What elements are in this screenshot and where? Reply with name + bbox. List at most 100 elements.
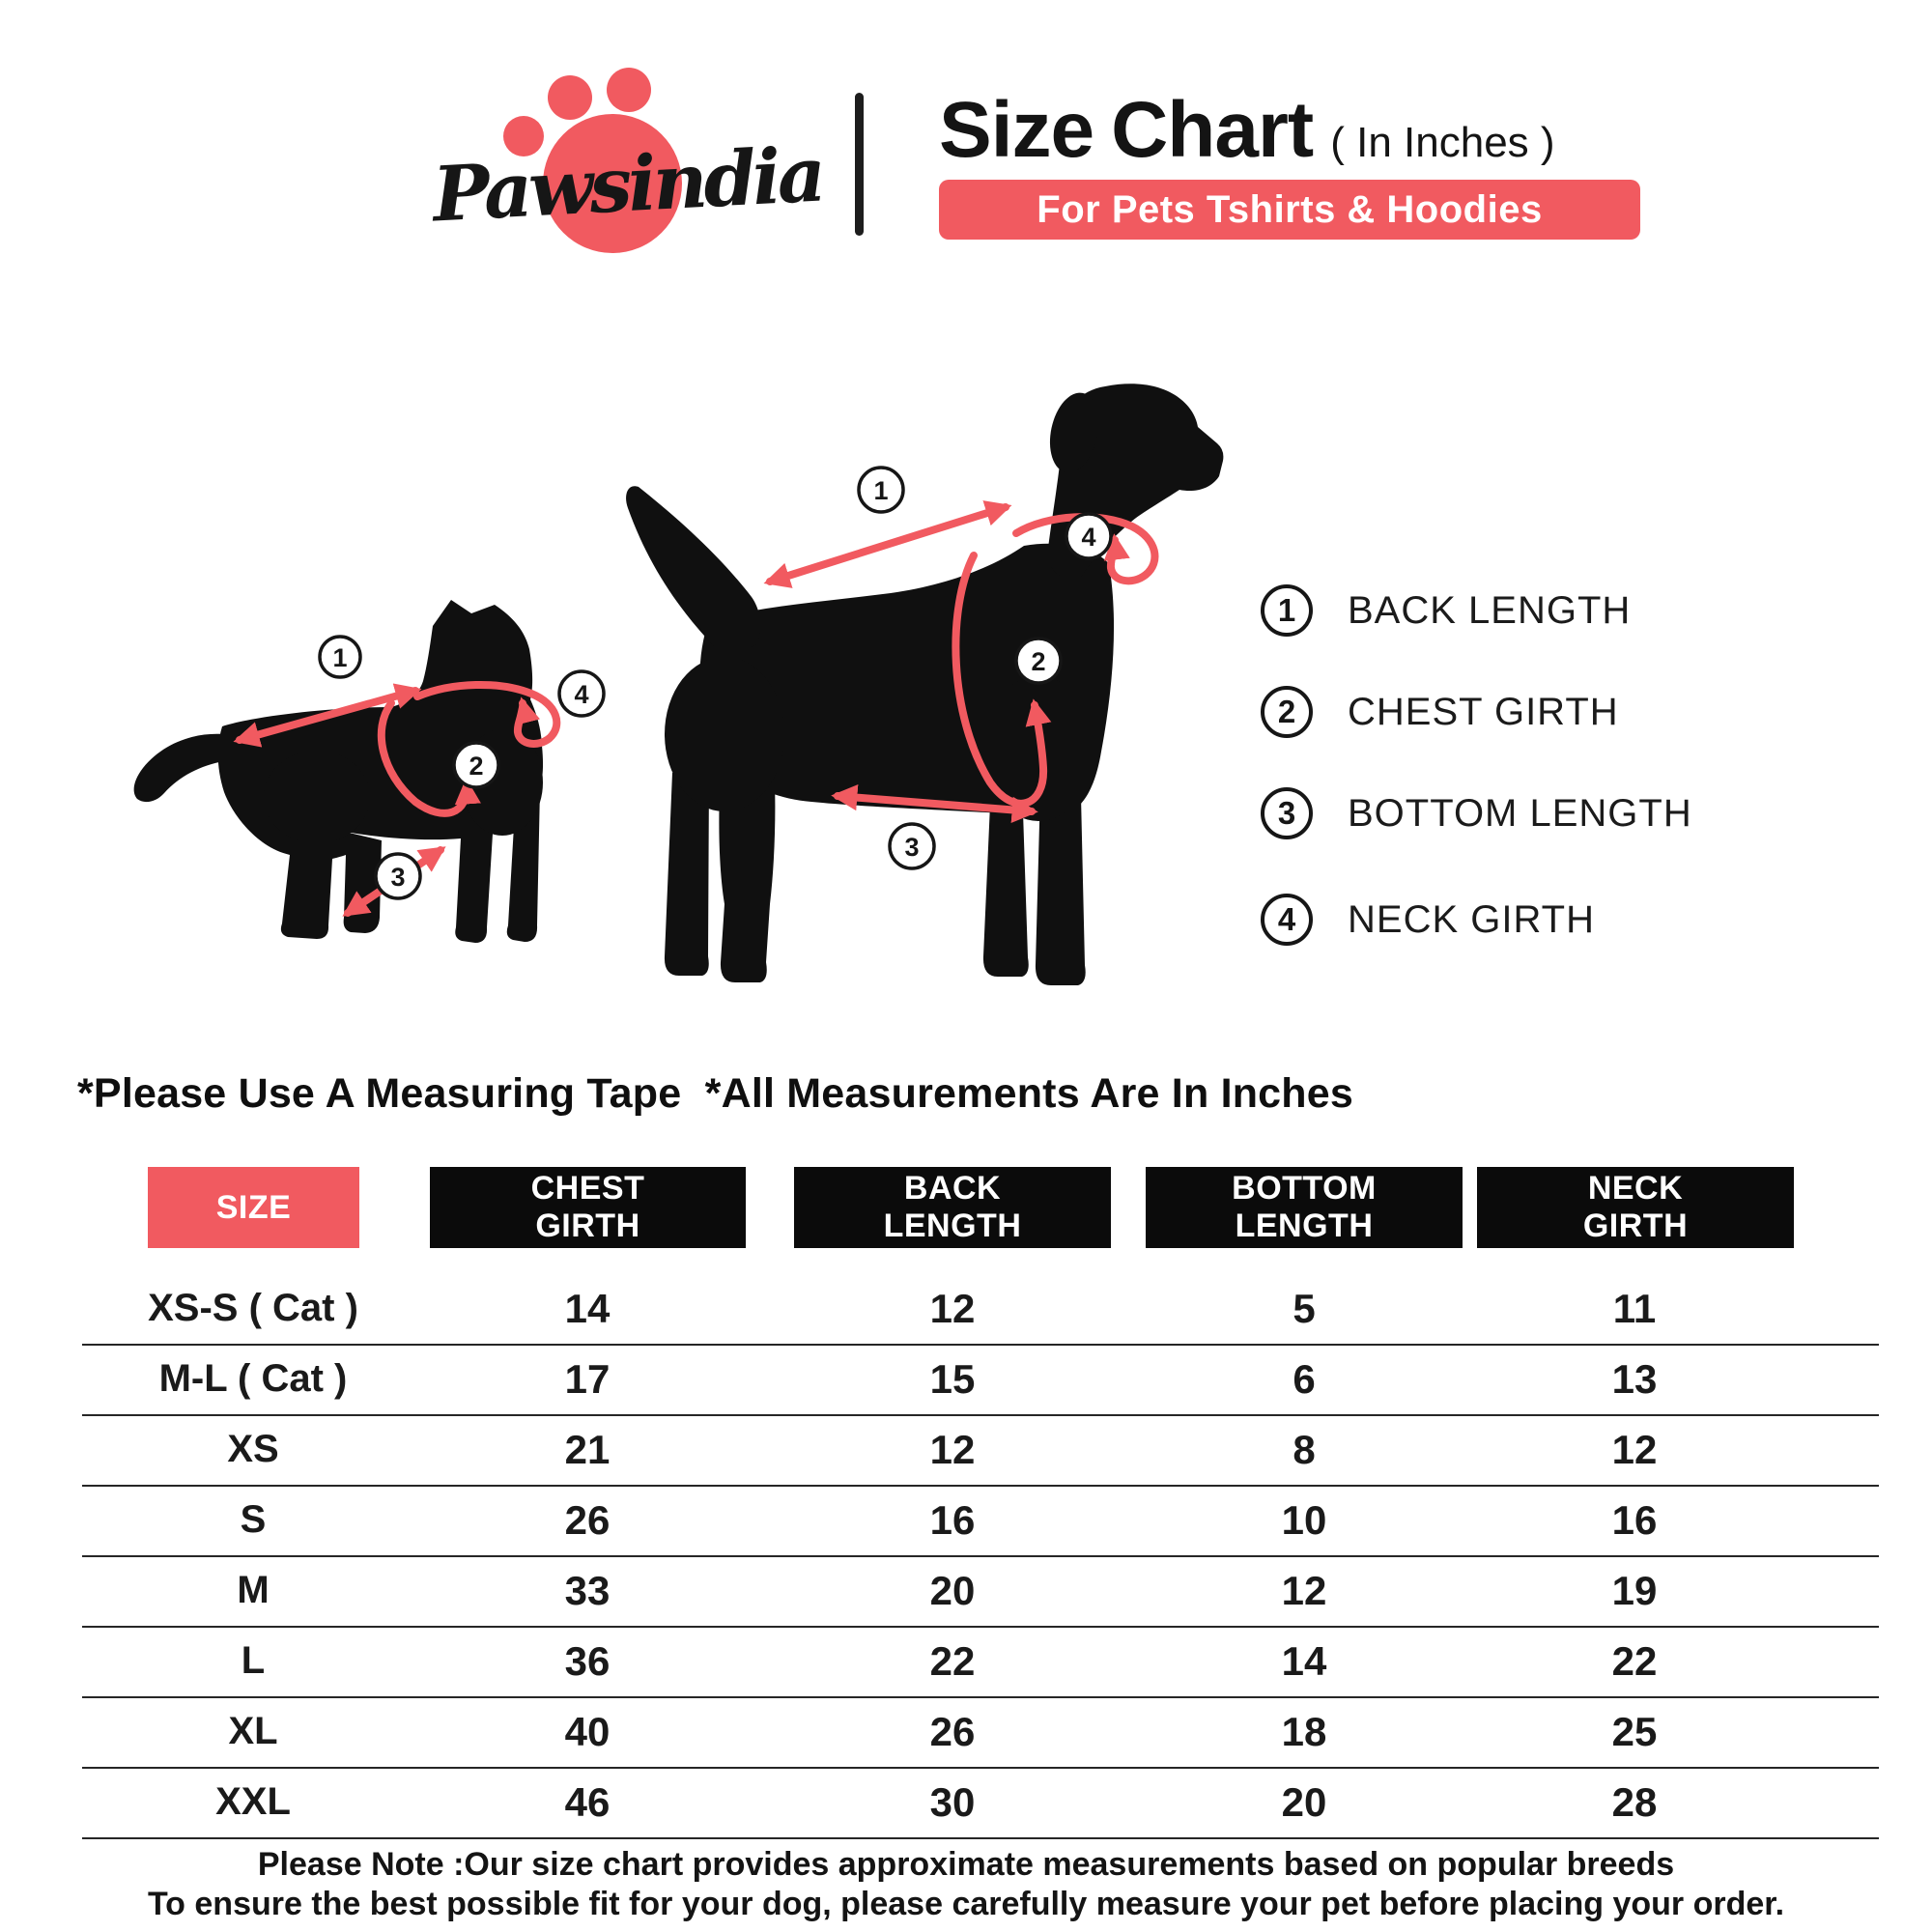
header-label: BOTTOM bbox=[1232, 1170, 1377, 1207]
table-row: M-L ( Cat ) 17 15 6 13 bbox=[0, 1344, 1932, 1414]
legend-item-bottom-length: 3 BOTTOM LENGTH bbox=[1261, 786, 1692, 840]
table-row: XS 21 12 8 12 bbox=[0, 1414, 1932, 1485]
svg-text:3: 3 bbox=[390, 863, 405, 892]
cell-size: L bbox=[241, 1639, 266, 1682]
row-divider bbox=[82, 1555, 1879, 1557]
legend-item-neck-girth: 4 NECK GIRTH bbox=[1261, 893, 1595, 947]
cell-bottom: 10 bbox=[1281, 1497, 1327, 1543]
cell-neck: 13 bbox=[1611, 1356, 1658, 1402]
paw-pad-icon bbox=[543, 114, 682, 253]
header-label: NECK bbox=[1587, 1170, 1684, 1207]
table-row: M 33 20 12 19 bbox=[0, 1555, 1932, 1626]
cell-chest: 36 bbox=[564, 1638, 611, 1684]
cell-back: 20 bbox=[929, 1568, 976, 1613]
footer-note: Please Note :Our size chart provides app… bbox=[0, 1845, 1932, 1924]
header-label: BACK bbox=[903, 1170, 1002, 1207]
svg-text:4: 4 bbox=[1081, 523, 1095, 552]
svg-text:3: 3 bbox=[904, 833, 919, 862]
cell-size: M bbox=[237, 1569, 270, 1611]
cell-back: 30 bbox=[929, 1779, 976, 1825]
cell-bottom: 5 bbox=[1293, 1286, 1316, 1331]
table-header-size: SIZE bbox=[148, 1167, 359, 1248]
table-row: S 26 16 10 16 bbox=[0, 1485, 1932, 1555]
cell-bottom: 18 bbox=[1281, 1709, 1327, 1754]
dog-marker-3: 3 bbox=[888, 822, 936, 870]
cell-neck: 28 bbox=[1611, 1779, 1658, 1825]
header-label: GIRTH bbox=[1582, 1208, 1689, 1244]
pet-measurement-diagram: 1 2 3 4 1 2 3 4 bbox=[133, 384, 1224, 985]
cat-marker-4: 4 bbox=[557, 669, 606, 718]
legend-num-badge: 4 bbox=[1261, 894, 1313, 946]
table-header-neck-girth: NECK GIRTH bbox=[1477, 1167, 1794, 1248]
svg-text:2: 2 bbox=[469, 752, 483, 781]
dog-marker-4: 4 bbox=[1065, 512, 1113, 560]
table-row: XXL 46 30 20 28 bbox=[0, 1767, 1932, 1837]
cell-neck: 19 bbox=[1611, 1568, 1658, 1613]
measuring-note: *Please Use A Measuring Tape *All Measur… bbox=[77, 1070, 1353, 1117]
cell-bottom: 12 bbox=[1281, 1568, 1327, 1613]
cell-neck: 22 bbox=[1611, 1638, 1658, 1684]
cell-chest: 26 bbox=[564, 1497, 611, 1543]
legend-num-badge: 3 bbox=[1261, 787, 1313, 839]
row-divider bbox=[82, 1767, 1879, 1769]
dog-marker-2: 2 bbox=[1014, 637, 1063, 685]
table-header-bottom-length: BOTTOM LENGTH bbox=[1146, 1167, 1463, 1248]
category-badge: For Pets Tshirts & Hoodies bbox=[939, 180, 1640, 240]
cell-bottom: 20 bbox=[1281, 1779, 1327, 1825]
table-row: XL 40 26 18 25 bbox=[0, 1696, 1932, 1767]
cell-neck: 11 bbox=[1612, 1286, 1657, 1331]
cell-chest: 21 bbox=[564, 1427, 611, 1472]
dog-back-length-arrow bbox=[763, 500, 1012, 588]
legend-item-back-length: 1 BACK LENGTH bbox=[1261, 583, 1631, 638]
cell-back: 15 bbox=[929, 1356, 976, 1402]
row-divider bbox=[82, 1344, 1879, 1346]
cell-bottom: 14 bbox=[1281, 1638, 1327, 1684]
legend-label: NECK GIRTH bbox=[1348, 897, 1595, 941]
table-header-chest-girth: CHEST GIRTH bbox=[430, 1167, 746, 1248]
cell-chest: 40 bbox=[564, 1709, 611, 1754]
svg-text:1: 1 bbox=[873, 476, 888, 505]
dog-chest-girth-arrow bbox=[952, 552, 1052, 808]
table-row: L 36 22 14 22 bbox=[0, 1626, 1932, 1696]
row-divider bbox=[82, 1414, 1879, 1416]
footer-note-line1: Please Note :Our size chart provides app… bbox=[257, 1846, 1675, 1883]
table-header-back-length: BACK LENGTH bbox=[794, 1167, 1111, 1248]
svg-text:4: 4 bbox=[574, 680, 588, 709]
footer-note-line2: To ensure the best possible fit for your… bbox=[147, 1886, 1785, 1922]
cell-bottom: 8 bbox=[1293, 1427, 1316, 1472]
cell-chest: 33 bbox=[564, 1568, 611, 1613]
measure-arrows bbox=[233, 500, 1159, 917]
legend-item-chest-girth: 2 CHEST GIRTH bbox=[1261, 685, 1619, 739]
dog-silhouette bbox=[626, 384, 1224, 985]
cell-size: XL bbox=[228, 1710, 278, 1752]
cell-back: 22 bbox=[929, 1638, 976, 1684]
header-label: CHEST bbox=[530, 1170, 645, 1207]
cell-back: 16 bbox=[929, 1497, 976, 1543]
legend-num-badge: 2 bbox=[1261, 686, 1313, 738]
title-word-chart: Chart bbox=[1111, 86, 1314, 174]
legend-label: BACK LENGTH bbox=[1348, 588, 1632, 632]
header-label: SIZE bbox=[215, 1188, 292, 1226]
table-row: XS-S ( Cat ) 14 12 5 11 bbox=[0, 1273, 1932, 1344]
svg-text:2: 2 bbox=[1031, 647, 1045, 676]
header-label: GIRTH bbox=[535, 1208, 640, 1244]
brand-wordmark: Pawsindia bbox=[430, 130, 825, 240]
paw-toe-icon bbox=[607, 68, 651, 112]
legend-label: CHEST GIRTH bbox=[1348, 690, 1619, 733]
cell-size: XXL bbox=[215, 1780, 291, 1823]
row-divider bbox=[82, 1485, 1879, 1487]
dog-marker-1: 1 bbox=[857, 466, 905, 514]
cell-size: M-L ( Cat ) bbox=[158, 1357, 348, 1400]
cell-chest: 17 bbox=[564, 1356, 611, 1402]
row-divider bbox=[82, 1696, 1879, 1698]
cell-back: 26 bbox=[929, 1709, 976, 1754]
svg-text:1: 1 bbox=[332, 643, 347, 672]
cell-size: XS bbox=[227, 1428, 279, 1470]
cat-chest-girth-arrow bbox=[377, 699, 481, 817]
cell-bottom: 6 bbox=[1293, 1356, 1316, 1402]
cell-back: 12 bbox=[929, 1286, 976, 1331]
page-title: Size Chart ( In Inches ) bbox=[939, 85, 1555, 176]
legend-label: BOTTOM LENGTH bbox=[1348, 791, 1692, 835]
cell-neck: 16 bbox=[1611, 1497, 1658, 1543]
header-label: LENGTH bbox=[883, 1208, 1022, 1244]
